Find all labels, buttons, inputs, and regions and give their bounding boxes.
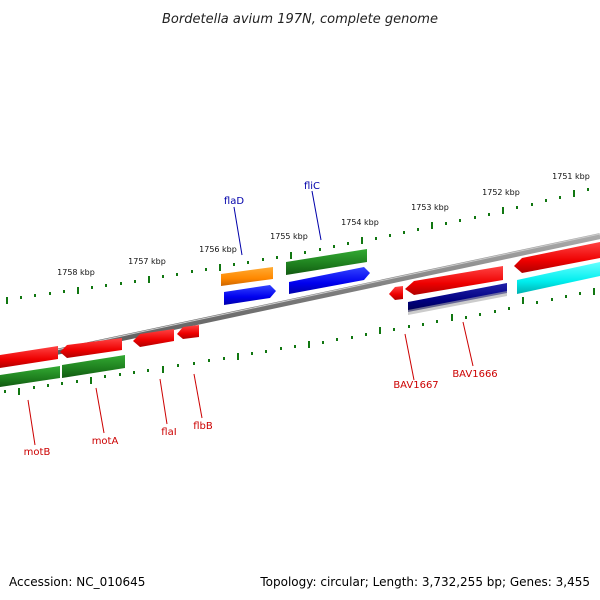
gene-cyan-right[interactable] bbox=[517, 262, 600, 294]
gene-motA-green[interactable] bbox=[62, 355, 125, 378]
tick-label-1752: 1752 kbp bbox=[482, 188, 520, 197]
tick-label-1758: 1758 kbp bbox=[57, 268, 95, 277]
genome-summary-text: Topology: circular; Length: 3,732,255 bp… bbox=[259, 575, 590, 589]
inner-minor-ticks bbox=[4, 292, 581, 393]
gene-BAV1667[interactable] bbox=[405, 266, 503, 295]
tick-label-1753: 1753 kbp bbox=[411, 203, 449, 212]
tick-label-1756: 1756 kbp bbox=[199, 245, 237, 254]
gene-label-fliC: fliC bbox=[304, 181, 320, 192]
gene-fliC[interactable] bbox=[286, 249, 367, 275]
outer-minor-ticks bbox=[20, 188, 589, 299]
outer-tick-track bbox=[6, 190, 575, 304]
gene-label-motA: motA bbox=[92, 436, 119, 447]
gene-blue-2[interactable] bbox=[289, 267, 370, 294]
tick-label-1757: 1757 kbp bbox=[128, 257, 166, 266]
tick-label-1755: 1755 kbp bbox=[270, 232, 308, 241]
gene-BAV1666-shadow bbox=[408, 291, 507, 315]
inner-tick-track bbox=[18, 288, 595, 395]
tick-label-1751: 1751 kbp bbox=[552, 172, 590, 181]
gene-BAV1666[interactable] bbox=[408, 283, 507, 312]
gene-motB[interactable] bbox=[0, 346, 58, 368]
gene-label-motB: motB bbox=[24, 447, 51, 458]
gene-label-BAV1667: BAV1667 bbox=[393, 380, 438, 391]
tick-label-1754: 1754 kbp bbox=[341, 218, 379, 227]
gene-blue-1[interactable] bbox=[224, 285, 276, 305]
gene-flbB[interactable] bbox=[177, 325, 199, 339]
genome-title: Bordetella avium 197N, complete genome bbox=[162, 12, 438, 27]
label-leaders-blue bbox=[233, 190, 322, 256]
accession-text: Accession: NC_010645 bbox=[9, 575, 145, 589]
gene-label-flaD: flaD bbox=[224, 196, 244, 207]
gene-small-red[interactable] bbox=[389, 286, 403, 300]
label-leaders-red bbox=[27, 321, 474, 446]
gene-red-right[interactable] bbox=[514, 242, 600, 273]
gene-motB-green[interactable] bbox=[0, 366, 60, 387]
gene-motA[interactable] bbox=[60, 338, 122, 358]
gene-label-flaI: flaI bbox=[161, 427, 176, 438]
gene-flaI[interactable] bbox=[133, 329, 174, 347]
gene-flaD[interactable] bbox=[221, 267, 273, 286]
gene-label-BAV1666: BAV1666 bbox=[452, 369, 497, 380]
gene-label-flbB: flbB bbox=[193, 421, 213, 432]
